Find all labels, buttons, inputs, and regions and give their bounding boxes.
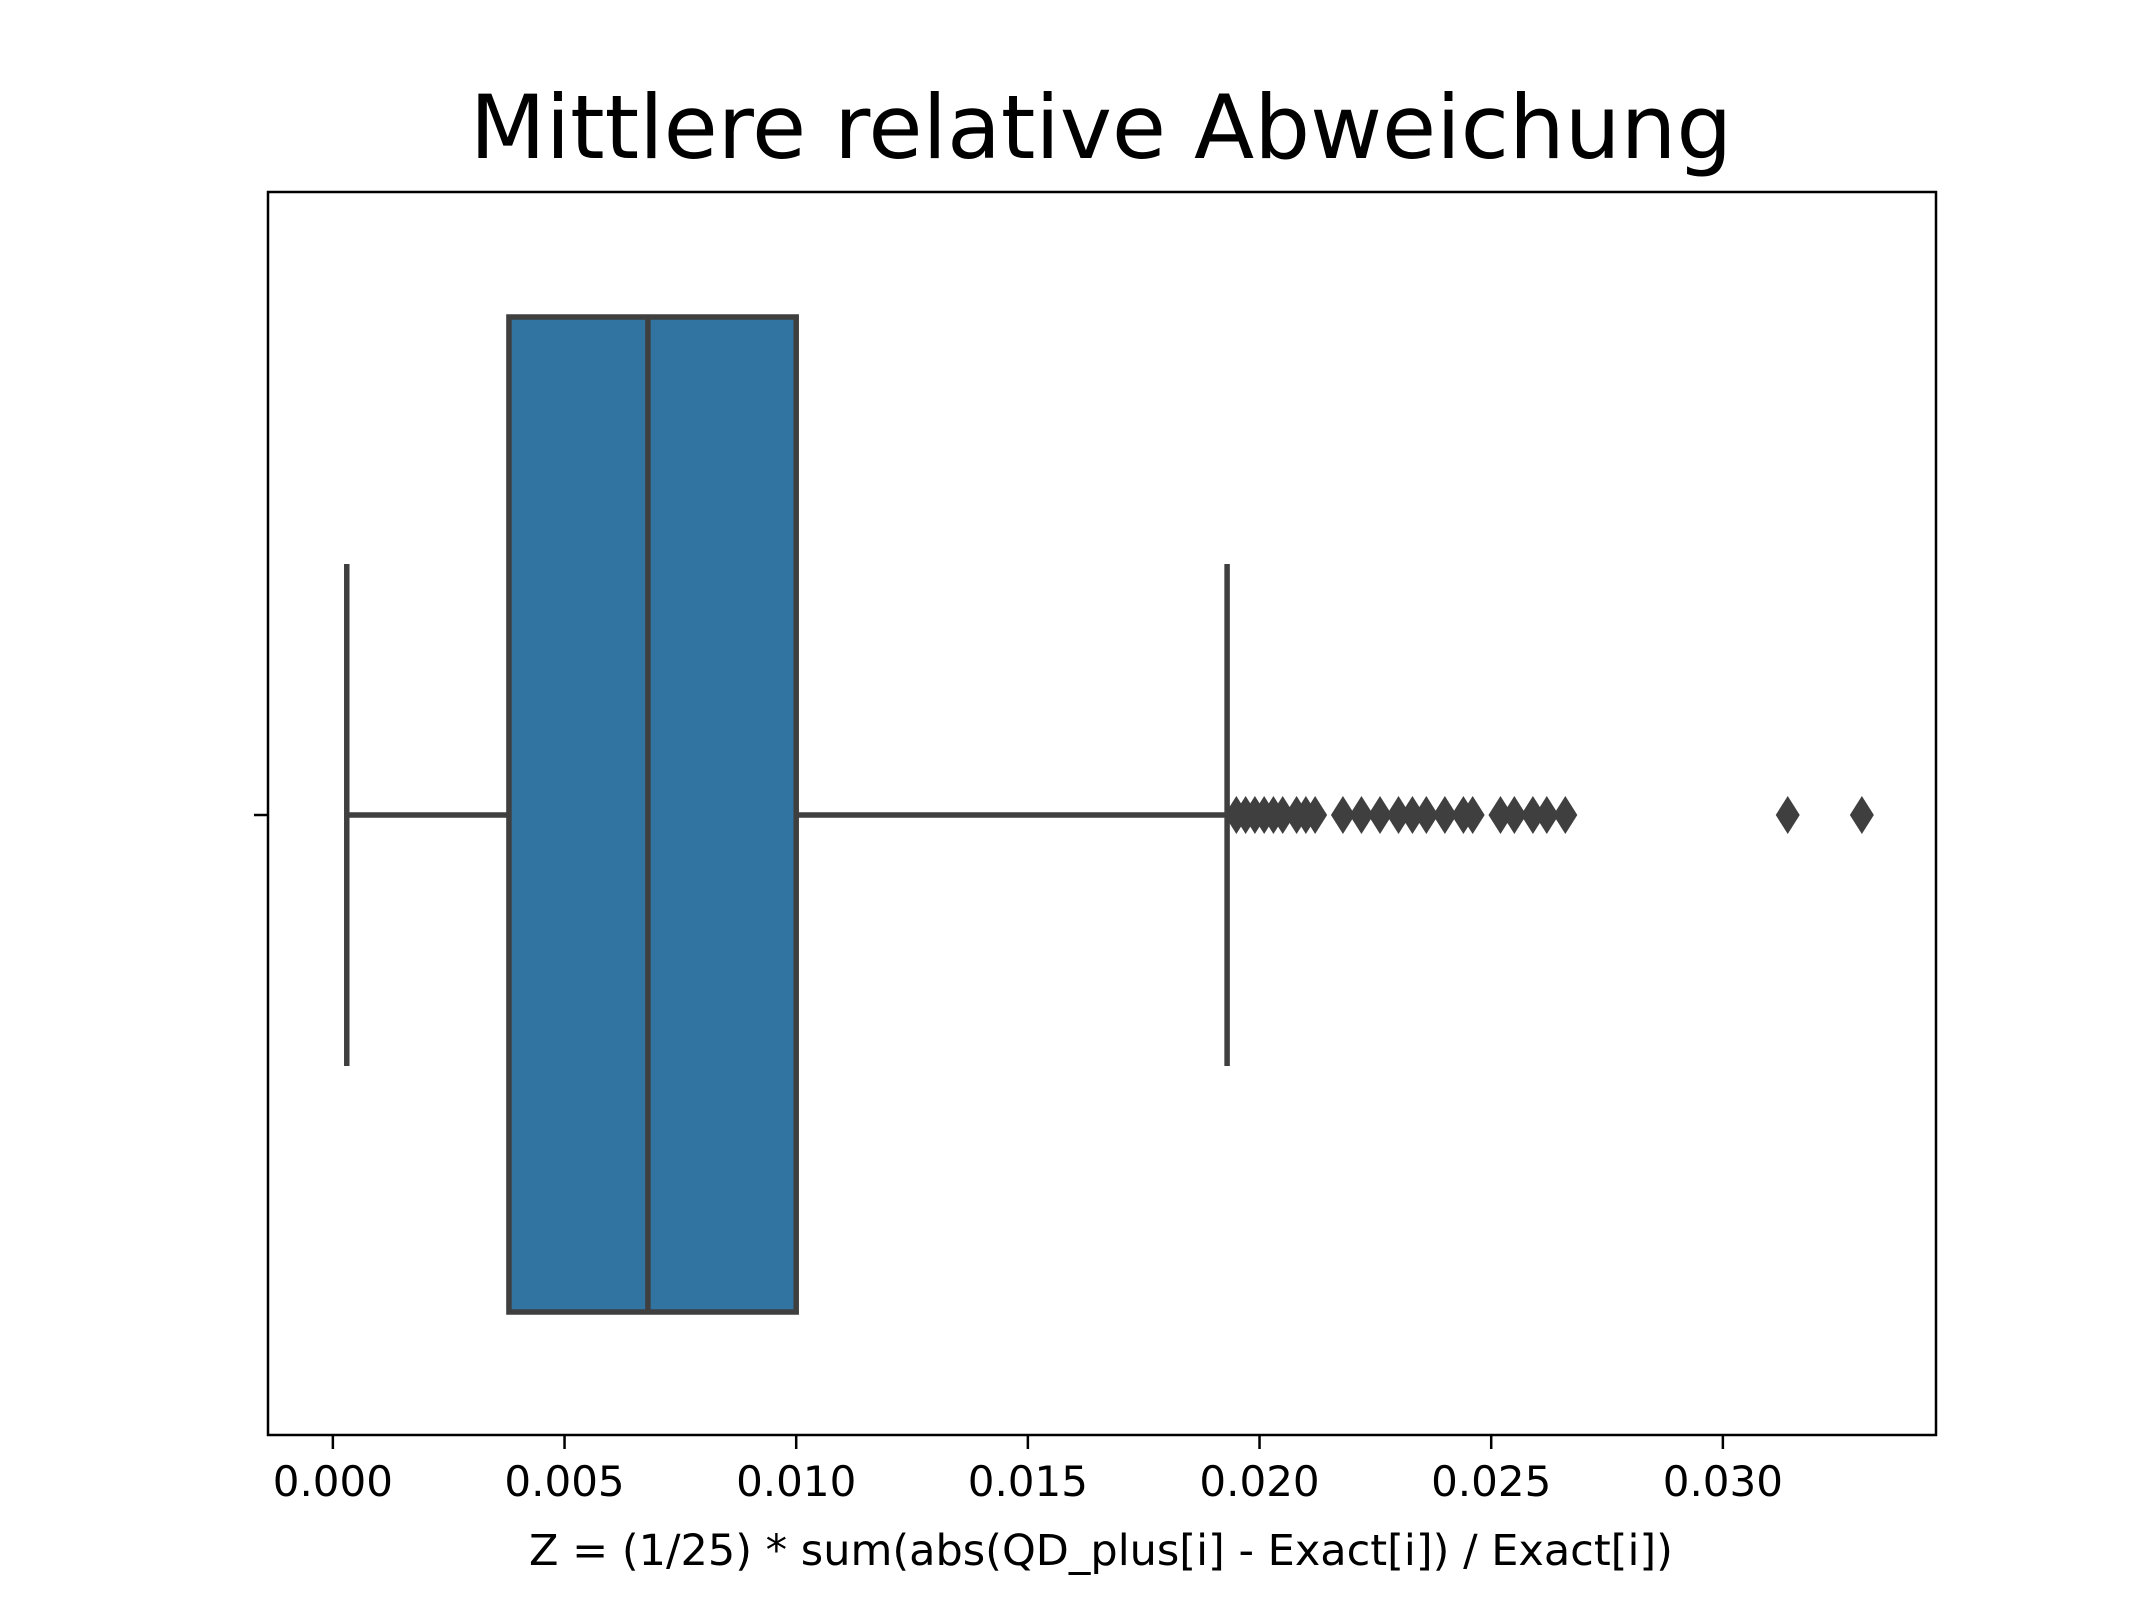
outlier-point bbox=[1534, 796, 1559, 834]
x-axis-label: Z = (1/25) * sum(abs(QD_plus[i] - Exact[… bbox=[529, 1526, 1673, 1576]
outlier-point bbox=[1432, 796, 1457, 834]
x-tick-label: 0.030 bbox=[1663, 1457, 1783, 1506]
chart-title: Mittlere relative Abweichung bbox=[470, 76, 1732, 179]
outlier-point bbox=[1460, 796, 1485, 834]
outlier-point bbox=[1368, 796, 1392, 834]
x-tick-label: 0.010 bbox=[736, 1457, 856, 1506]
outlier-point bbox=[1303, 796, 1328, 834]
outlier-point bbox=[1502, 796, 1527, 834]
box-iqr bbox=[506, 314, 799, 1315]
outlier-point bbox=[1553, 796, 1578, 834]
outlier-point bbox=[1414, 796, 1439, 834]
outlier-point bbox=[1270, 796, 1295, 834]
outlier-point bbox=[1330, 796, 1355, 834]
outlier-point bbox=[1849, 796, 1874, 834]
x-tick-label: 0.005 bbox=[504, 1457, 624, 1506]
x-axis-ticks: 0.000 0.005 0.010 0.015 0.020 0.025 0.030 bbox=[273, 1435, 1783, 1506]
outlier-point bbox=[1520, 796, 1545, 834]
outlier-point bbox=[1400, 796, 1425, 834]
outlier-point bbox=[1775, 796, 1800, 834]
x-tick-label: 0.025 bbox=[1431, 1457, 1551, 1506]
x-tick-label: 0.020 bbox=[1199, 1457, 1319, 1506]
outlier-point bbox=[1488, 796, 1513, 834]
x-tick-label: 0.000 bbox=[273, 1457, 393, 1506]
axes-frame bbox=[266, 190, 1938, 1437]
x-tick-label: 0.015 bbox=[968, 1457, 1088, 1506]
outlier-point bbox=[1386, 796, 1411, 834]
plot-area bbox=[344, 314, 1874, 1315]
outlier-point bbox=[1349, 796, 1374, 834]
